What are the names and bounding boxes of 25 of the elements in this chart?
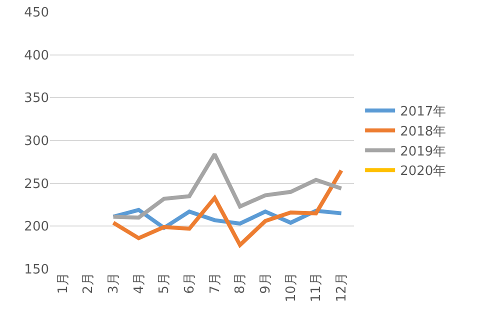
y-tick-label: 400 [24,48,49,64]
legend-label: 2020年 [400,164,446,180]
legend-label: 2018年 [400,124,446,140]
x-tick-label: 5月 [157,272,172,294]
x-tick-label: 4月 [132,272,147,294]
x-tick-label: 9月 [258,272,274,294]
x-tick-label: 2月 [81,272,96,294]
y-tick-label: 250 [24,176,49,192]
y-tick-label: 150 [24,262,49,278]
x-tick-label: 10月 [284,272,299,302]
x-tick-label: 6月 [182,272,198,294]
x-tick-label: 3月 [106,272,122,294]
y-tick-label: 350 [24,91,49,106]
x-tick-label: 1月 [56,272,71,294]
y-tick-label: 300 [24,134,49,150]
y-tick-label: 200 [24,220,49,235]
x-tick-label: 12月 [334,272,350,302]
x-tick-label: 7月 [208,272,223,294]
x-tick-label: 11月 [309,272,324,302]
legend-label: 2017年 [400,104,446,120]
line-series [111,168,344,248]
legend-label: 2019年 [400,144,446,160]
x-tick-label: 8月 [233,272,248,294]
line-series [111,152,344,220]
y-tick-label: 450 [24,6,49,21]
